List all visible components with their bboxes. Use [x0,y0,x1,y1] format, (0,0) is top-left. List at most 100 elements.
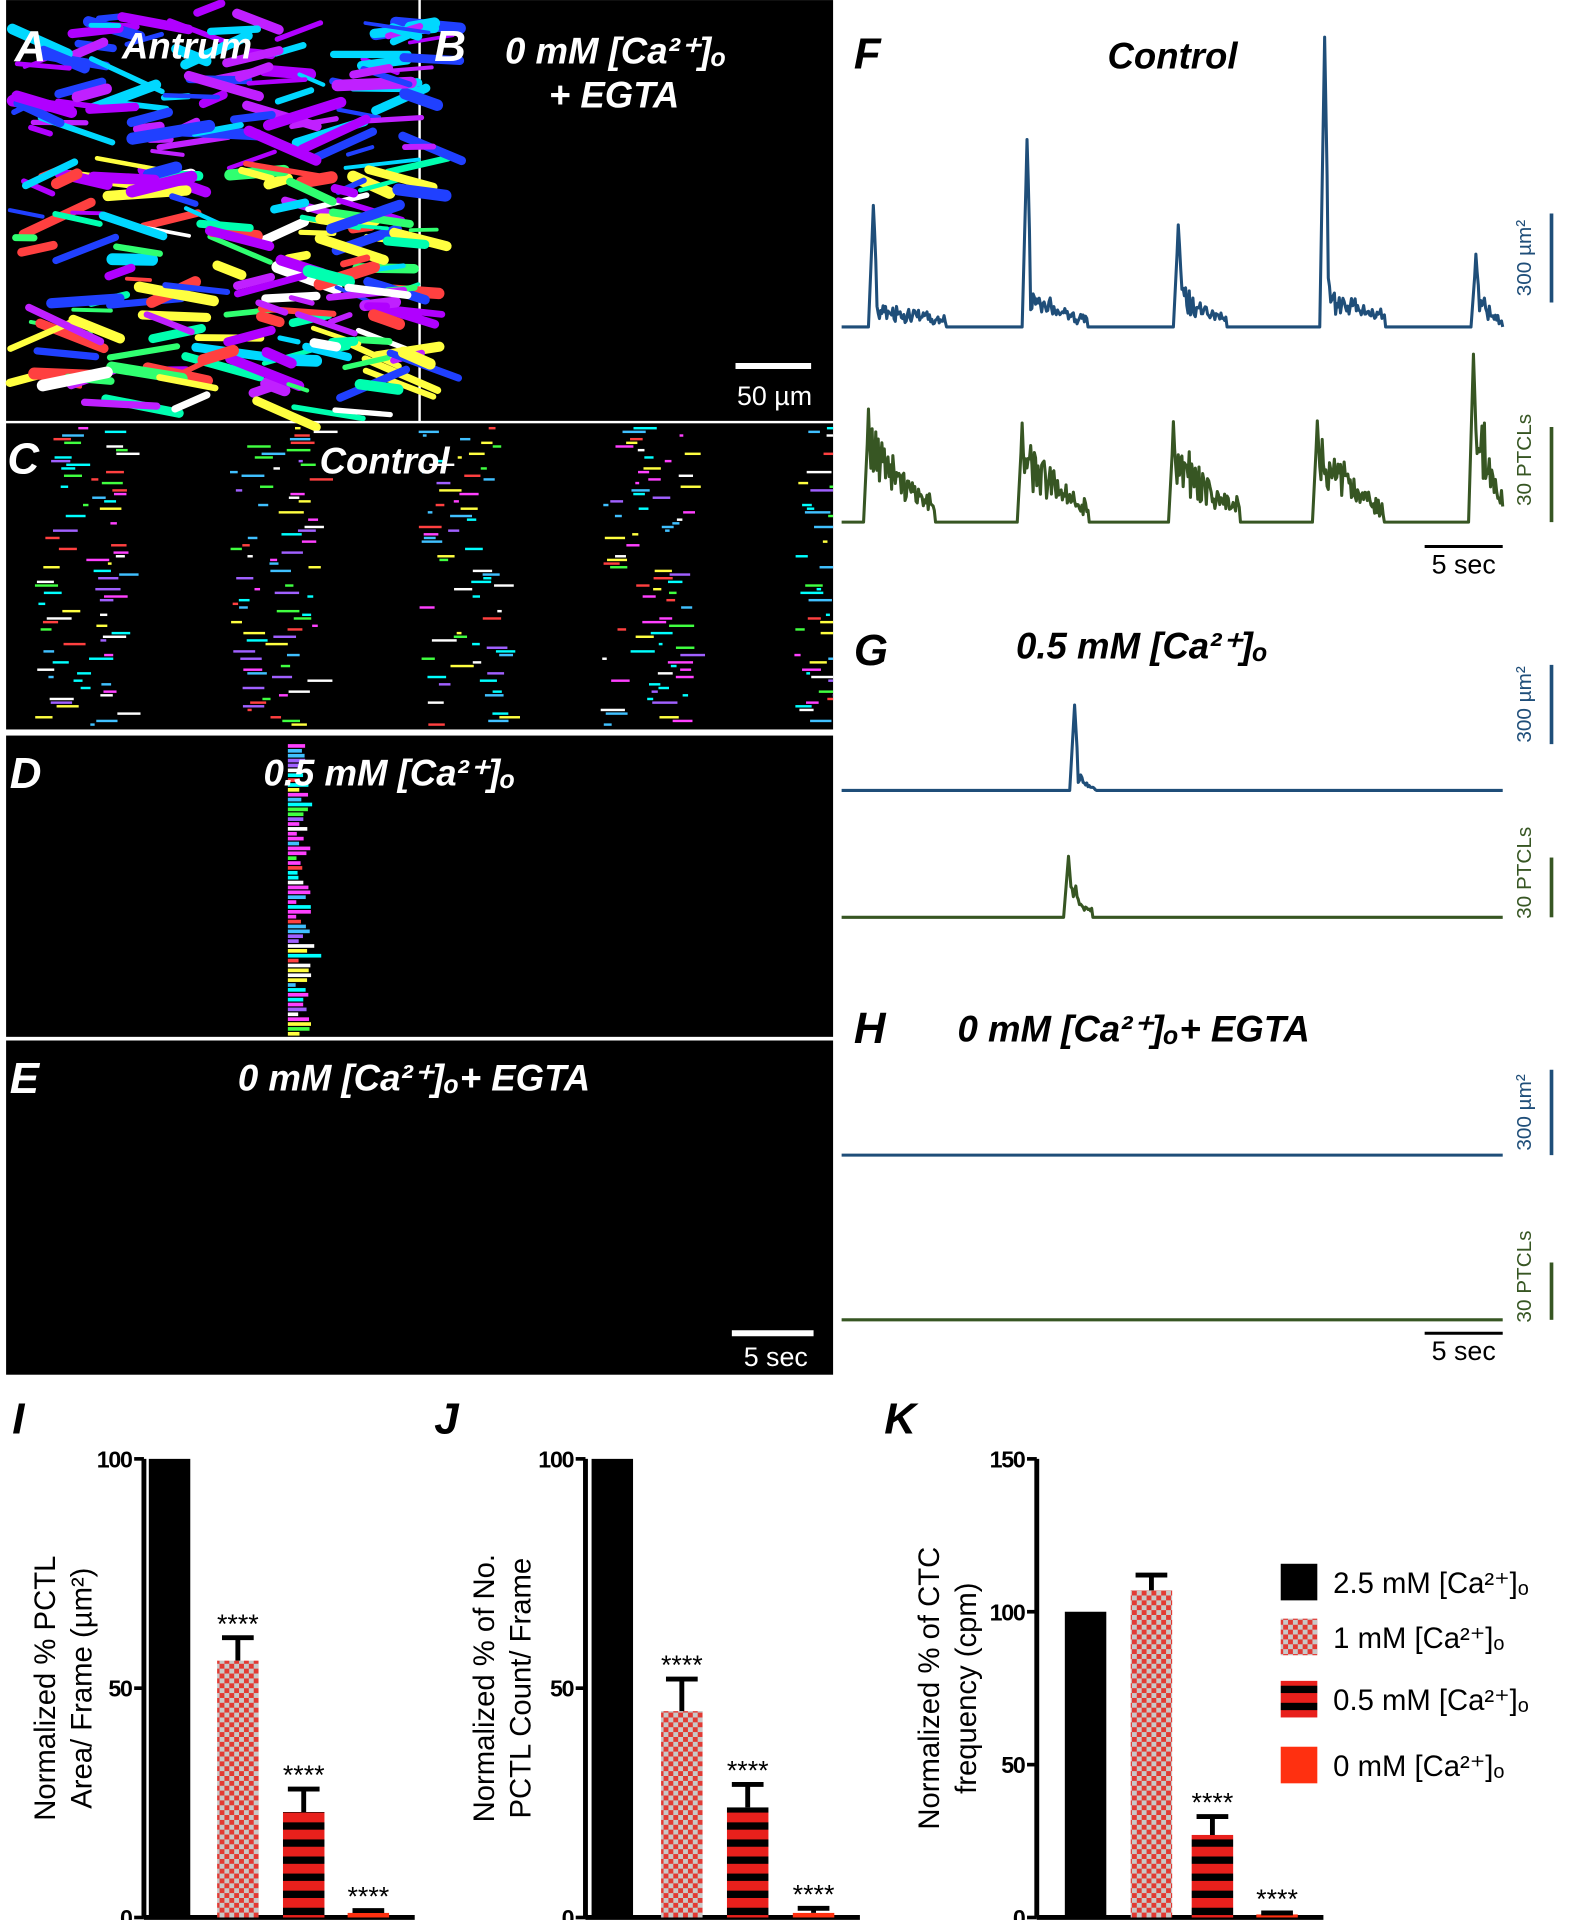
raster-dash [658,642,663,646]
texture-stroke [255,299,289,316]
raster-dash [98,577,119,580]
texture-stroke [106,343,181,361]
texture-stroke [261,347,297,369]
raster-dash [472,642,480,646]
raster-dash [312,624,318,628]
raster-dash [499,653,514,657]
raster-dash [106,445,124,448]
raster-dash [648,478,661,481]
raster-dash [287,988,306,992]
texture-stroke [67,23,124,39]
raster-dash [638,470,650,474]
raster-dash [418,525,442,529]
y-axis-label: Normalized % of CTC [914,1547,946,1830]
raster-dash [287,792,309,797]
raster-dash [635,635,654,638]
image-panel [6,735,834,1037]
raster-dash [806,470,832,474]
raster-dash [239,606,248,609]
texture-stroke [132,121,165,134]
raster-dash [304,525,324,529]
texture-stroke [124,31,164,47]
panel-label: K [884,1394,919,1443]
texture-stroke [113,243,163,257]
raster-dash [270,716,282,719]
raster-dash [286,653,300,657]
texture-stroke [358,177,401,193]
raster-dash [860,537,874,539]
raster-dash [667,661,694,664]
raster-dash [845,456,858,458]
texture-stroke [124,276,152,282]
raster-dash [421,470,427,474]
raster-dash [116,448,128,452]
raster-dash [604,536,626,540]
scale-label: 30 PTCLs [1513,414,1536,506]
raster-dash [657,672,673,675]
bar [217,1660,259,1918]
legend-swatch [1280,1563,1318,1601]
raster [34,426,874,726]
raster-dash [308,518,319,521]
raster-dash [848,581,866,583]
raster-dash [40,628,52,631]
raster-dash [492,712,509,715]
bar [661,1711,703,1918]
texture-stroke [349,64,394,79]
raster-dash [287,934,303,939]
raster-dash [113,551,129,554]
raster-dash [287,978,308,982]
raster-dash [287,997,304,1002]
texture-stroke [80,398,161,410]
bar [1191,1834,1234,1918]
raster-dash [287,890,311,895]
raster-dash [667,580,683,584]
raster-dash [672,719,693,723]
raster-dash [479,679,497,682]
raster-dash [676,518,683,521]
raster-dash [37,668,55,671]
texture-stroke [98,211,168,241]
raster-dash [644,456,654,459]
bar [347,1912,390,1918]
raster-dash [287,929,310,934]
raster-dash [73,679,83,682]
raster-dash [287,1012,299,1017]
raster-dash [419,606,435,609]
raster-dash [241,474,265,477]
texture-stroke [263,96,347,131]
texture-stroke [399,87,444,111]
texture-stroke [354,379,404,395]
raster-dash [454,587,473,591]
texture-stroke [243,125,322,166]
raster-dash [617,628,627,631]
texture-stroke [342,354,391,371]
raster-dash [837,723,856,725]
texture-stroke [35,318,109,354]
raster-dash [665,529,670,532]
error-bar [1261,1910,1293,1916]
raster-dash [119,573,139,576]
bar [148,1458,191,1918]
raster-dash [56,705,79,708]
scale-label: 300 µm² [1513,1074,1536,1151]
raster-dash [265,642,288,646]
raster-dash [302,613,312,617]
raster-dash [431,639,457,642]
texture-stroke [17,240,58,257]
raster-dash [680,668,692,671]
raster-dash [293,617,312,620]
bar [1130,1590,1173,1918]
raster-dash [453,635,468,638]
raster-dash [794,653,801,657]
texture-stroke [344,283,412,300]
raster-dash [254,587,261,591]
raster-dash [273,467,280,470]
raster-dash [495,650,516,653]
texture-stroke [274,87,315,105]
raster-dash [810,719,832,723]
texture-stroke [248,378,287,398]
panel-label: E [10,1054,41,1103]
raster-dash [652,701,678,704]
y-axis-label: frequency (cpm) [951,1582,983,1793]
